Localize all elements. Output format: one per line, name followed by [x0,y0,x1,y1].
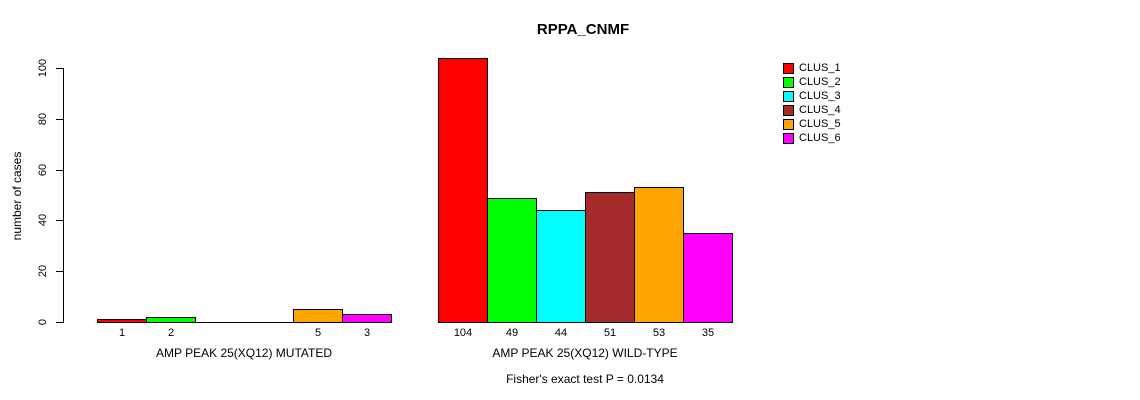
bar-clus_2 [146,317,196,323]
bar-clus_6 [683,233,733,323]
legend-swatch-icon [783,105,794,116]
legend-item-clus_1: CLUS_1 [783,63,841,74]
legend-label: CLUS_2 [799,76,841,88]
bar-clus_3 [536,210,586,323]
bar-count-label: 49 [505,327,519,339]
legend-item-clus_4: CLUS_4 [783,105,841,116]
bar-clus_6 [342,314,392,323]
legend-swatch-icon [783,63,794,74]
x-axis-group-label-mutated: AMP PEAK 25(XQ12) MUTATED [155,346,333,360]
y-tick-mark [56,119,63,120]
bar-clus_4 [585,192,635,323]
legend-swatch-icon [783,119,794,130]
bar-count-label: 44 [554,327,568,339]
bar-clus_2 [487,198,537,323]
chart-title: RPPA_CNMF [536,21,630,38]
y-tick-mark [56,322,63,323]
y-tick-label: 100 [37,58,49,78]
bar-count-label: 2 [167,327,175,339]
group-baseline [97,322,392,323]
bar-count-label: 35 [701,327,715,339]
legend-label: CLUS_4 [799,104,841,116]
legend-label: CLUS_1 [799,62,841,74]
y-tick-mark [56,271,63,272]
bar-clus_1 [438,58,488,323]
y-tick-mark [56,68,63,69]
legend-label: CLUS_3 [799,90,841,102]
bar-count-label: 104 [453,327,473,339]
y-tick-label: 20 [37,264,49,278]
fisher-test-caption: Fisher's exact test P = 0.0134 [506,372,664,386]
legend-swatch-icon [783,133,794,144]
legend: CLUS_1 CLUS_2 CLUS_3 CLUS_4 CLUS_5 CLUS_6 [783,63,841,147]
legend-item-clus_6: CLUS_6 [783,133,841,144]
bar-count-label: 51 [603,327,617,339]
bar-count-label: 1 [118,327,126,339]
bar-clus_5 [293,309,343,323]
legend-swatch-icon [783,91,794,102]
bar-count-label: 5 [314,327,322,339]
legend-label: CLUS_6 [799,132,841,144]
y-axis-line [63,68,64,323]
bar-clus_5 [634,187,684,323]
legend-label: CLUS_5 [799,118,841,130]
y-tick-label: 0 [37,318,49,326]
x-axis-group-label-wildtype: AMP PEAK 25(XQ12) WILD-TYPE [492,346,678,360]
y-tick-mark [56,170,63,171]
bar-count-label: 3 [363,327,371,339]
legend-item-clus_3: CLUS_3 [783,91,841,102]
legend-swatch-icon [783,77,794,88]
y-tick-label: 60 [37,163,49,177]
bar-count-label: 53 [652,327,666,339]
legend-item-clus_5: CLUS_5 [783,119,841,130]
y-tick-label: 40 [37,213,49,227]
legend-item-clus_2: CLUS_2 [783,77,841,88]
y-tick-mark [56,220,63,221]
y-tick-label: 80 [37,112,49,126]
bar-clus_1 [97,319,147,323]
